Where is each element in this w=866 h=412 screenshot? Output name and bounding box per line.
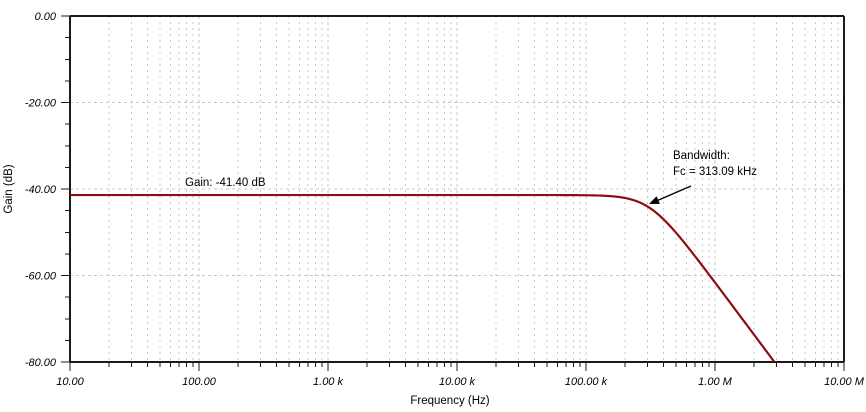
bandwidth-annotation-group: Bandwidth: Fc = 313.09 kHz xyxy=(649,150,757,204)
bandwidth-annotation-line2: Fc = 313.09 kHz xyxy=(673,166,757,178)
bandwidth-annotation-arrow xyxy=(649,185,692,204)
y-axis-title: Gain (dB) xyxy=(3,164,15,213)
gain-annotation-text: Gain: -41.40 dB xyxy=(185,177,266,189)
y-tick-label: -20.00 xyxy=(25,98,57,110)
bandwidth-annotation-line1: Bandwidth: xyxy=(673,150,730,162)
y-axis-tick-labels: 0.00 -20.00 -40.00 -60.00 -80.00 xyxy=(25,11,57,369)
data-series-layer xyxy=(70,193,776,362)
x-tick-label: 1.00 M xyxy=(698,376,732,388)
gridlines xyxy=(70,16,844,362)
x-tick-label: 10.00 M xyxy=(824,376,865,388)
data-series-line xyxy=(70,193,776,362)
x-axis-tick-labels: 10.00 100.00 1.00 k 10.00 k 100.00 k 1.00 M 10… xyxy=(56,376,864,388)
x-tick-label: 10.00 k xyxy=(439,376,476,388)
y-tick-label: -40.00 xyxy=(25,184,57,196)
x-tick-label: 1.00 k xyxy=(313,376,343,388)
x-tick-label: 10.00 xyxy=(56,376,84,388)
y-tick-label: -60.00 xyxy=(25,271,57,283)
x-axis-title: Frequency (Hz) xyxy=(410,395,489,407)
x-tick-label: 100.00 xyxy=(182,376,217,388)
y-tick-label: 0.00 xyxy=(35,11,57,23)
y-tick-label: -80.00 xyxy=(25,357,57,369)
axis-ticks xyxy=(61,15,845,371)
x-tick-label: 100.00 k xyxy=(565,376,608,388)
